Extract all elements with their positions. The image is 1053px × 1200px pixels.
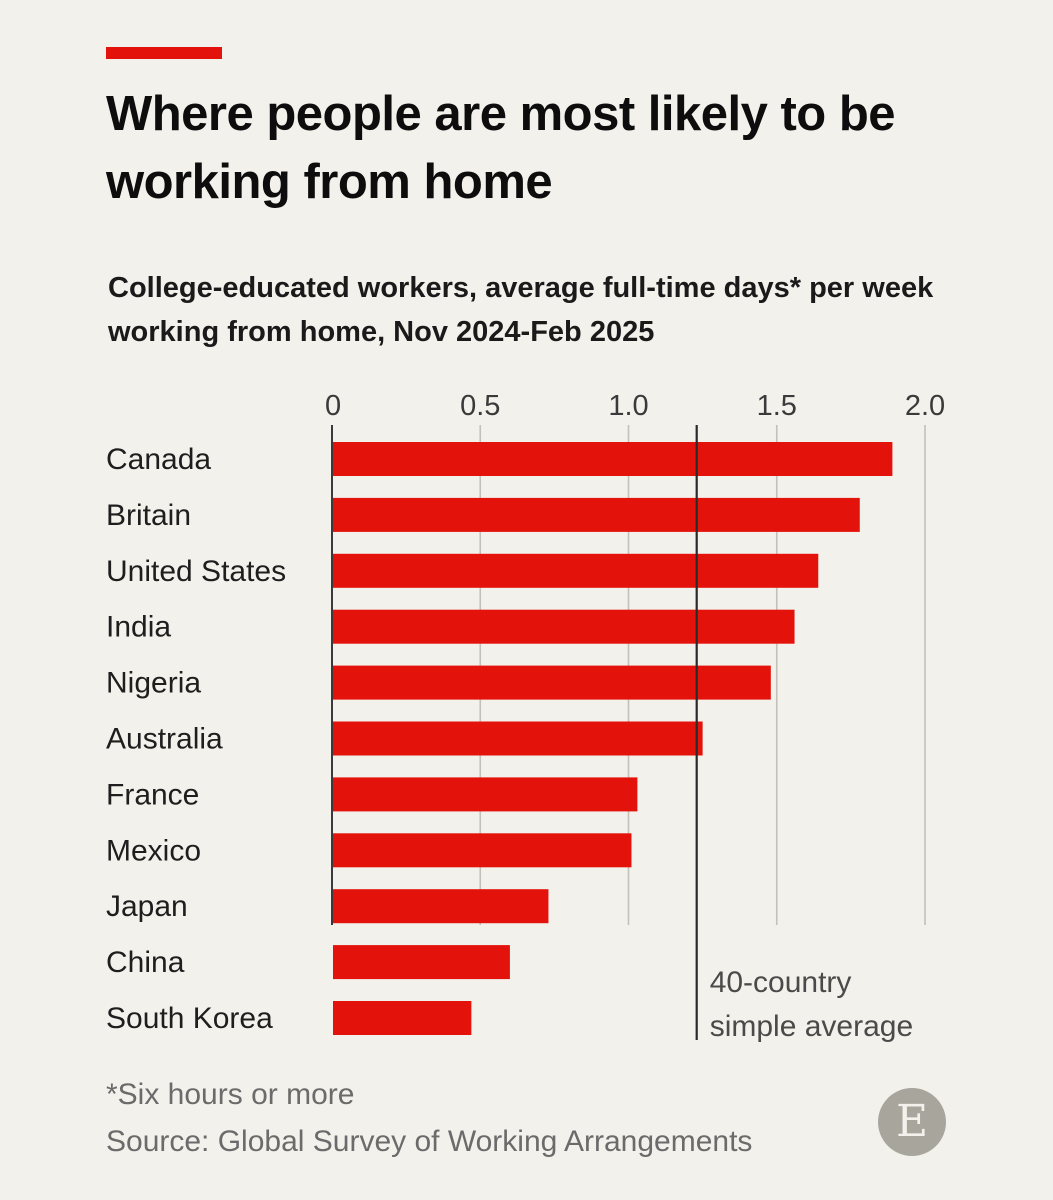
x-tick-label: 0 (325, 390, 341, 422)
category-label: Nigeria (106, 667, 201, 700)
bar (333, 442, 893, 476)
x-tick-label: 2.0 (905, 390, 945, 422)
economist-logo: E (878, 1088, 946, 1156)
category-labels: Canada Britain United States India Nigeria Au… (106, 443, 286, 1035)
category-label: Japan (106, 890, 188, 923)
category-label: Britain (106, 499, 191, 532)
bar-chart: 0 0.5 1.0 1.5 2.0 Canada Britain United States… (106, 390, 945, 1043)
bar (333, 497, 860, 532)
x-tick-label: 1.0 (608, 390, 648, 422)
x-axis-tick-labels: 0 0.5 1.0 1.5 2.0 (325, 390, 945, 422)
reference-line-label: 40-country (710, 966, 852, 999)
bar (333, 945, 510, 980)
bar (333, 889, 549, 924)
chart-title: Where people are most likely to be worki… (106, 87, 896, 209)
category-label: United States (106, 555, 286, 588)
bar (333, 1001, 472, 1035)
category-label: India (106, 611, 171, 644)
category-label: Mexico (106, 834, 201, 867)
category-label: South Korea (106, 1002, 273, 1035)
bars (333, 442, 893, 1035)
bar (333, 665, 771, 700)
chart-subtitle: College-educated workers, average full-t… (108, 272, 934, 348)
bar (333, 553, 819, 588)
accent-bar (106, 47, 222, 59)
reference-line-group: 40-country simple average (695, 425, 913, 1043)
bar (333, 721, 703, 756)
bar (333, 777, 638, 812)
category-label: Canada (106, 443, 211, 476)
source-note: Source: Global Survey of Working Arrange… (106, 1125, 753, 1158)
category-label: China (106, 946, 185, 979)
bar (333, 833, 632, 868)
bar (333, 609, 795, 644)
category-label: Australia (106, 723, 223, 756)
footnote: *Six hours or more (106, 1078, 355, 1111)
x-tick-label: 1.5 (757, 390, 797, 422)
category-label: France (106, 778, 199, 811)
reference-line-label: simple average (710, 1010, 913, 1043)
x-tick-label: 0.5 (460, 390, 500, 422)
